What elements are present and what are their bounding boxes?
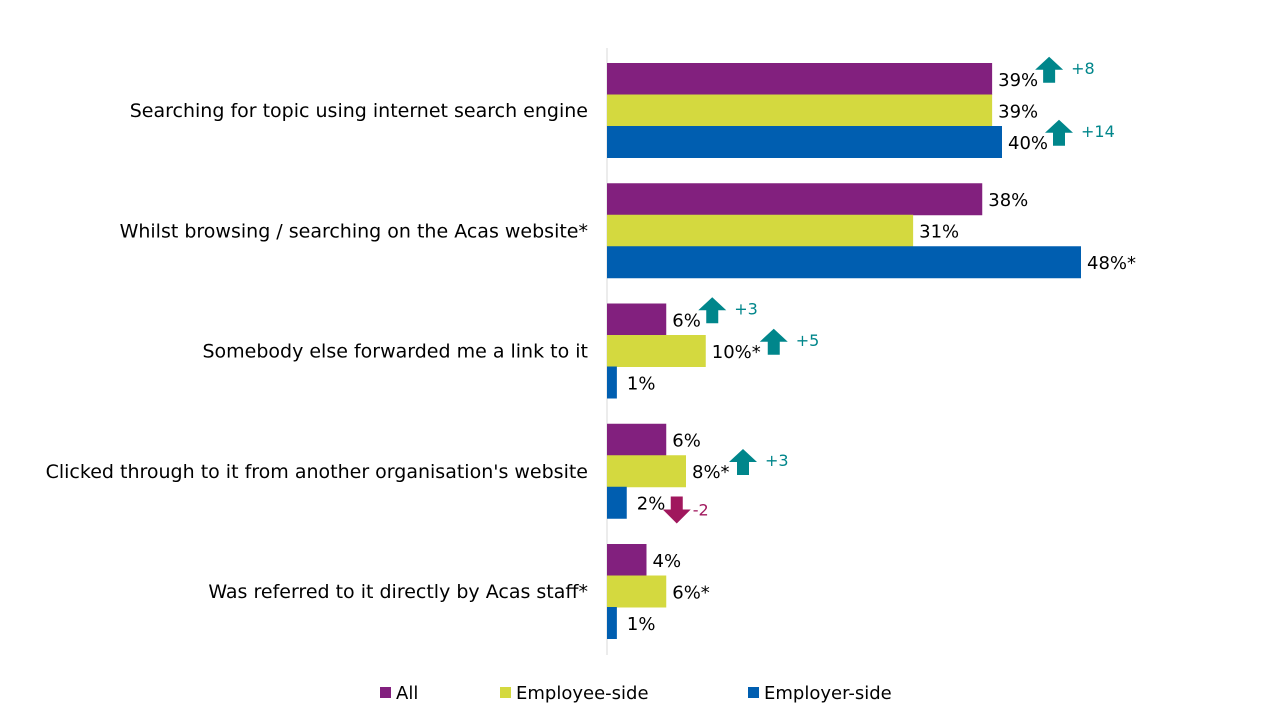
data-label: 48%*	[1087, 253, 1136, 274]
data-label: 40%	[1008, 133, 1048, 154]
category-label: Clicked through to it from another organ…	[46, 461, 588, 483]
data-label: 6%	[672, 310, 701, 331]
data-label: 38%	[988, 190, 1028, 211]
data-label: 1%	[627, 373, 656, 394]
data-label: 2%	[637, 494, 666, 515]
legend-swatch-all	[380, 687, 391, 698]
bar-employer-side	[607, 366, 617, 399]
category-label: Searching for topic using internet searc…	[130, 100, 588, 122]
arrow-up-icon	[759, 328, 788, 355]
category-label: Somebody else forwarded me a link to it	[202, 341, 588, 363]
bar-employee-side	[607, 335, 706, 367]
arrow-down-icon	[662, 496, 691, 524]
legend-swatch-employee-side	[500, 687, 511, 698]
category-label: Was referred to it directly by Acas staf…	[208, 581, 588, 603]
change-annotation: +3	[734, 299, 758, 318]
data-label: 39%	[998, 101, 1038, 122]
data-label: 8%*	[692, 462, 730, 483]
arrow-up-icon	[1045, 119, 1073, 146]
data-label: 6%*	[672, 582, 710, 603]
change-annotation: +14	[1081, 122, 1115, 141]
bar-employee-side	[607, 214, 914, 247]
bar-employee-side	[607, 94, 993, 127]
change-annotation: +8	[1071, 59, 1095, 78]
change-annotation: +5	[796, 331, 820, 350]
data-label: 31%	[919, 222, 959, 243]
change-annotation: -2	[693, 501, 709, 520]
arrow-up-icon	[1035, 56, 1064, 83]
bar-employer-side	[607, 607, 617, 639]
legend-label: Employer-side	[764, 683, 892, 704]
bar-employee-side	[607, 575, 667, 608]
category-label: Whilst browsing / searching on the Acas …	[120, 220, 588, 242]
data-label: 10%*	[712, 342, 761, 363]
data-label: 39%	[998, 70, 1038, 91]
change-annotation: +3	[765, 451, 789, 470]
bar-all	[607, 183, 983, 216]
legend-label: Employee-side	[516, 683, 649, 704]
bar-employer-side	[607, 246, 1081, 279]
data-label: 1%	[627, 614, 656, 635]
data-label: 6%	[672, 431, 701, 452]
bar-all	[607, 544, 647, 576]
arrow-up-icon	[698, 297, 727, 324]
bar-all	[607, 423, 667, 456]
arrow-up-icon	[729, 449, 757, 475]
bar-employer-side	[607, 126, 1002, 158]
bar-all	[607, 63, 993, 95]
legend-label: All	[396, 683, 418, 704]
bar-all	[607, 303, 667, 336]
data-label: 4%	[653, 551, 682, 572]
legend-swatch-employer-side	[748, 687, 759, 698]
bar-employer-side	[607, 486, 627, 519]
bar-employee-side	[607, 455, 686, 488]
